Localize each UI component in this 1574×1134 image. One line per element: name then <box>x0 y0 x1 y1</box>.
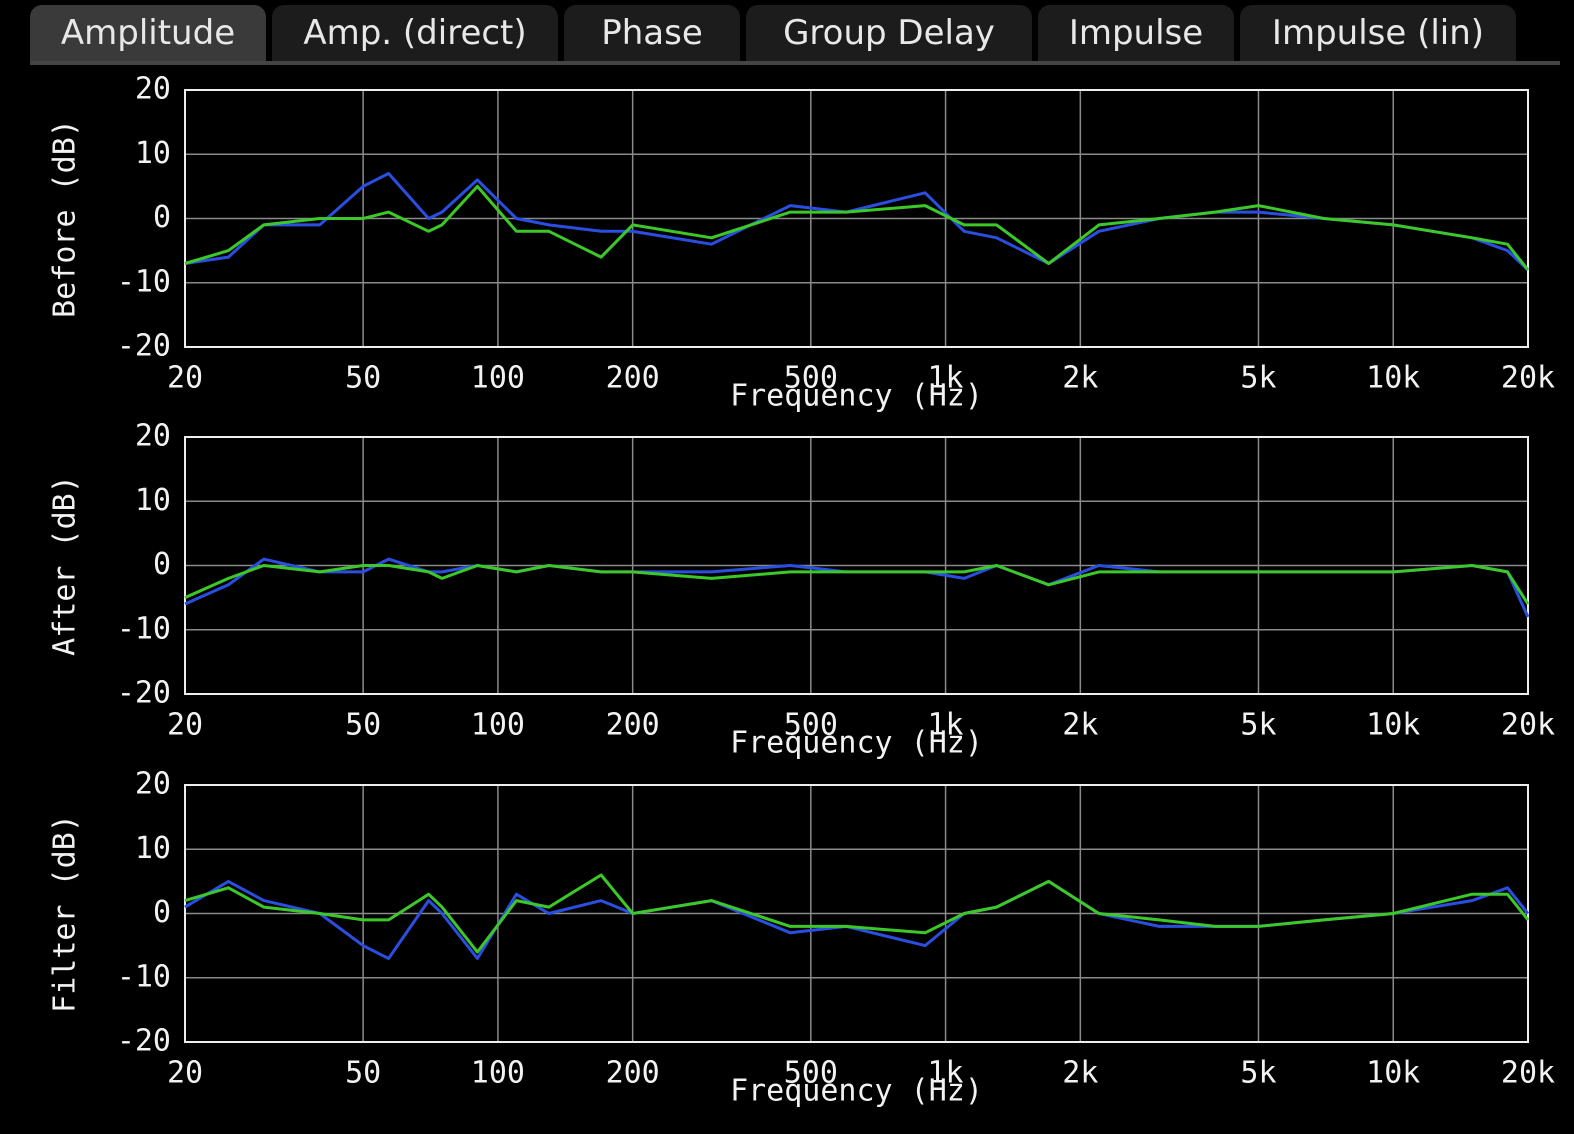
x-tick-label: 10k <box>1366 361 1420 396</box>
x-tick-label: 10k <box>1366 708 1420 743</box>
tab[interactable]: Amp. (direct) <box>272 5 558 61</box>
x-tick-label: 5k <box>1240 361 1276 396</box>
x-tick-label: 20k <box>1501 361 1555 396</box>
x-tick-label: 20 <box>167 361 203 396</box>
x-tick-label: 20k <box>1501 708 1555 743</box>
y-tick-label: 20 <box>135 767 171 802</box>
tab[interactable]: Phase <box>564 5 740 61</box>
y-tick-label: 20 <box>135 72 171 107</box>
x-tick-label: 200 <box>606 1056 660 1091</box>
y-axis-label: After (dB) <box>48 475 83 656</box>
x-axis-label: Frequency (Hz) <box>730 379 983 414</box>
x-tick-label: 100 <box>471 1056 525 1091</box>
y-tick-label: 10 <box>135 136 171 171</box>
x-tick-label: 200 <box>606 708 660 743</box>
x-tick-label: 20 <box>167 1056 203 1091</box>
x-tick-label: 5k <box>1240 1056 1276 1091</box>
x-tick-label: 50 <box>345 708 381 743</box>
x-axis-label: Frequency (Hz) <box>730 726 983 761</box>
y-tick-label: 10 <box>135 831 171 866</box>
x-tick-label: 1k <box>928 708 964 743</box>
x-tick-label: 2k <box>1062 1056 1098 1091</box>
plot-frame <box>184 89 1529 348</box>
x-tick-label: 100 <box>471 361 525 396</box>
y-tick-label: -10 <box>117 959 171 994</box>
x-tick-label: 5k <box>1240 708 1276 743</box>
x-tick-label: 100 <box>471 708 525 743</box>
y-tick-label: 20 <box>135 419 171 454</box>
series-line <box>184 564 1530 605</box>
y-tick-label: -20 <box>117 1024 171 1059</box>
x-tick-label: 10k <box>1366 1056 1420 1091</box>
x-tick-label: 20k <box>1501 1056 1555 1091</box>
x-tick-label: 500 <box>784 708 838 743</box>
y-axis-label: Before (dB) <box>48 119 83 318</box>
y-tick-label: -20 <box>117 329 171 364</box>
series-line <box>184 873 1530 954</box>
tab[interactable]: Group Delay <box>746 5 1032 61</box>
y-tick-label: 0 <box>153 200 171 235</box>
y-tick-label: 0 <box>153 547 171 582</box>
x-tick-label: 200 <box>606 361 660 396</box>
x-tick-label: 1k <box>928 361 964 396</box>
tab[interactable]: Impulse <box>1038 5 1234 61</box>
y-tick-label: -10 <box>117 611 171 646</box>
y-tick-label: -20 <box>117 676 171 711</box>
y-tick-label: -10 <box>117 264 171 299</box>
y-axis-label: Filter (dB) <box>48 814 83 1013</box>
x-tick-label: 2k <box>1062 361 1098 396</box>
series-line <box>184 184 1530 271</box>
x-tick-label: 50 <box>345 1056 381 1091</box>
tab[interactable]: Amplitude <box>30 5 266 61</box>
y-tick-label: 10 <box>135 483 171 518</box>
x-tick-label: 500 <box>784 361 838 396</box>
x-tick-label: 2k <box>1062 708 1098 743</box>
x-tick-label: 1k <box>928 1056 964 1091</box>
y-tick-label: 0 <box>153 895 171 930</box>
tab-bar: Amplitude Amp. (direct) Phase Group Dela… <box>30 5 1560 65</box>
x-axis-label: Frequency (Hz) <box>730 1074 983 1109</box>
x-tick-label: 50 <box>345 361 381 396</box>
plot-frame <box>184 436 1529 695</box>
tab[interactable]: Impulse (lin) <box>1240 5 1516 61</box>
x-tick-label: 20 <box>167 708 203 743</box>
x-tick-label: 500 <box>784 1056 838 1091</box>
series-line <box>184 557 1530 618</box>
series-line <box>184 172 1530 271</box>
